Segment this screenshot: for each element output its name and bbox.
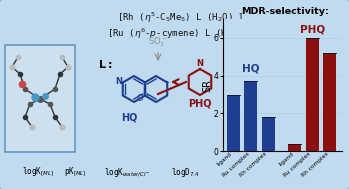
Text: logK$_{water/Cl^-}$: logK$_{water/Cl^-}$ (104, 166, 150, 179)
Text: [Ru ($\eta^6$-$p$-cymene) L (H$_2$O) ]: [Ru ($\eta^6$-$p$-cymene) L (H$_2$O) ] (107, 27, 253, 41)
Text: HQ: HQ (242, 64, 260, 74)
Bar (306, 38, 319, 151)
Text: PHQ: PHQ (300, 25, 325, 35)
Bar (262, 117, 275, 151)
Text: pK$_{[ML]}$: pK$_{[ML]}$ (64, 166, 86, 179)
Text: [Rh ($\eta^5$-C$_5$Me$_5$) L (H$_2$O) ]: [Rh ($\eta^5$-C$_5$Me$_5$) L (H$_2$O) ] (117, 11, 243, 25)
Bar (227, 94, 240, 151)
Text: N: N (196, 59, 203, 68)
Text: logD$_{7.4}$: logD$_{7.4}$ (171, 166, 199, 179)
Bar (244, 81, 257, 151)
Text: SO$_3^-$: SO$_3^-$ (148, 36, 168, 49)
Text: $\mathbf{L:}$: $\mathbf{L:}$ (98, 58, 112, 70)
Text: HQ: HQ (121, 112, 137, 122)
Bar (288, 144, 301, 151)
Text: MDR-selectivity:: MDR-selectivity: (241, 7, 329, 16)
Text: logK$_{[ML]}$: logK$_{[ML]}$ (22, 166, 54, 179)
Y-axis label: SR: SR (202, 79, 212, 91)
Bar (323, 53, 336, 151)
Text: O$^-$: O$^-$ (136, 92, 150, 103)
Text: PHQ: PHQ (188, 99, 212, 109)
FancyBboxPatch shape (5, 45, 75, 152)
Text: N: N (115, 77, 122, 86)
